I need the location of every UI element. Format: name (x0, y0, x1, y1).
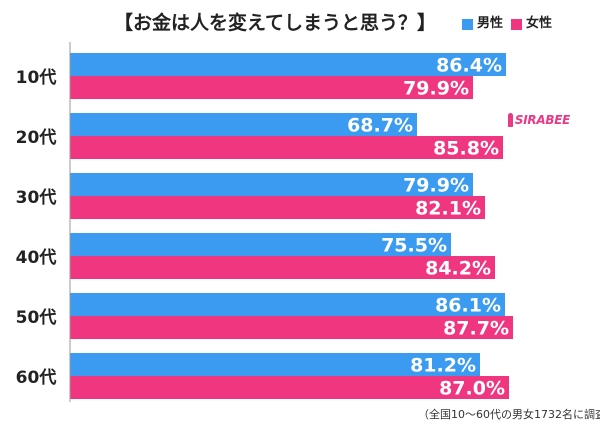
bar-male-2 (70, 173, 473, 196)
data-label-female-2: 82.1% (415, 198, 481, 220)
data-label-male-3: 75.5% (381, 235, 447, 257)
bar-male-1 (70, 113, 417, 136)
bar-female-4 (70, 316, 513, 339)
bar-male-5 (70, 353, 480, 376)
legend-swatch-female (511, 18, 523, 30)
footnote: （全国10〜60代の男女1732名に調査） (418, 408, 600, 421)
data-label-male-1: 68.7% (347, 115, 413, 137)
legend-item-male: 男性 (462, 16, 503, 32)
category-label-2: 30代 (16, 187, 57, 208)
bar-female-1 (70, 136, 503, 159)
legend-item-female: 女性 (511, 16, 552, 32)
legend: 男性 女性 (462, 16, 560, 32)
bar-male-0 (70, 53, 506, 76)
data-label-female-0: 79.9% (403, 78, 469, 100)
data-label-male-4: 86.1% (435, 295, 501, 317)
legend-label-male: 男性 (477, 16, 504, 31)
category-label-5: 60代 (16, 367, 57, 388)
data-label-male-5: 81.2% (410, 355, 476, 377)
chart-title: 【お金は人を変えてしまうと思う？】 (114, 12, 437, 34)
bar-male-4 (70, 293, 505, 316)
data-label-female-5: 87.0% (439, 378, 505, 400)
legend-label-female: 女性 (526, 16, 553, 31)
category-label-3: 40代 (16, 247, 57, 268)
bar-female-5 (70, 376, 509, 399)
category-label-4: 50代 (16, 307, 57, 328)
data-label-female-3: 84.2% (425, 258, 491, 280)
logo-mark-icon (508, 113, 513, 127)
logo-text: SIRABEE (514, 113, 570, 127)
data-label-female-1: 85.8% (433, 138, 499, 160)
category-label-0: 10代 (16, 67, 57, 88)
sirabee-logo: SIRABEE (508, 110, 570, 130)
bar-female-0 (70, 76, 473, 99)
legend-swatch-male (462, 18, 473, 30)
bar-female-2 (70, 196, 485, 219)
bar-male-3 (70, 233, 451, 256)
category-label-1: 20代 (16, 127, 57, 148)
data-label-female-4: 87.7% (443, 318, 509, 340)
bar-female-3 (70, 256, 495, 279)
data-label-male-2: 79.9% (403, 175, 469, 197)
data-label-male-0: 86.4% (436, 55, 502, 77)
